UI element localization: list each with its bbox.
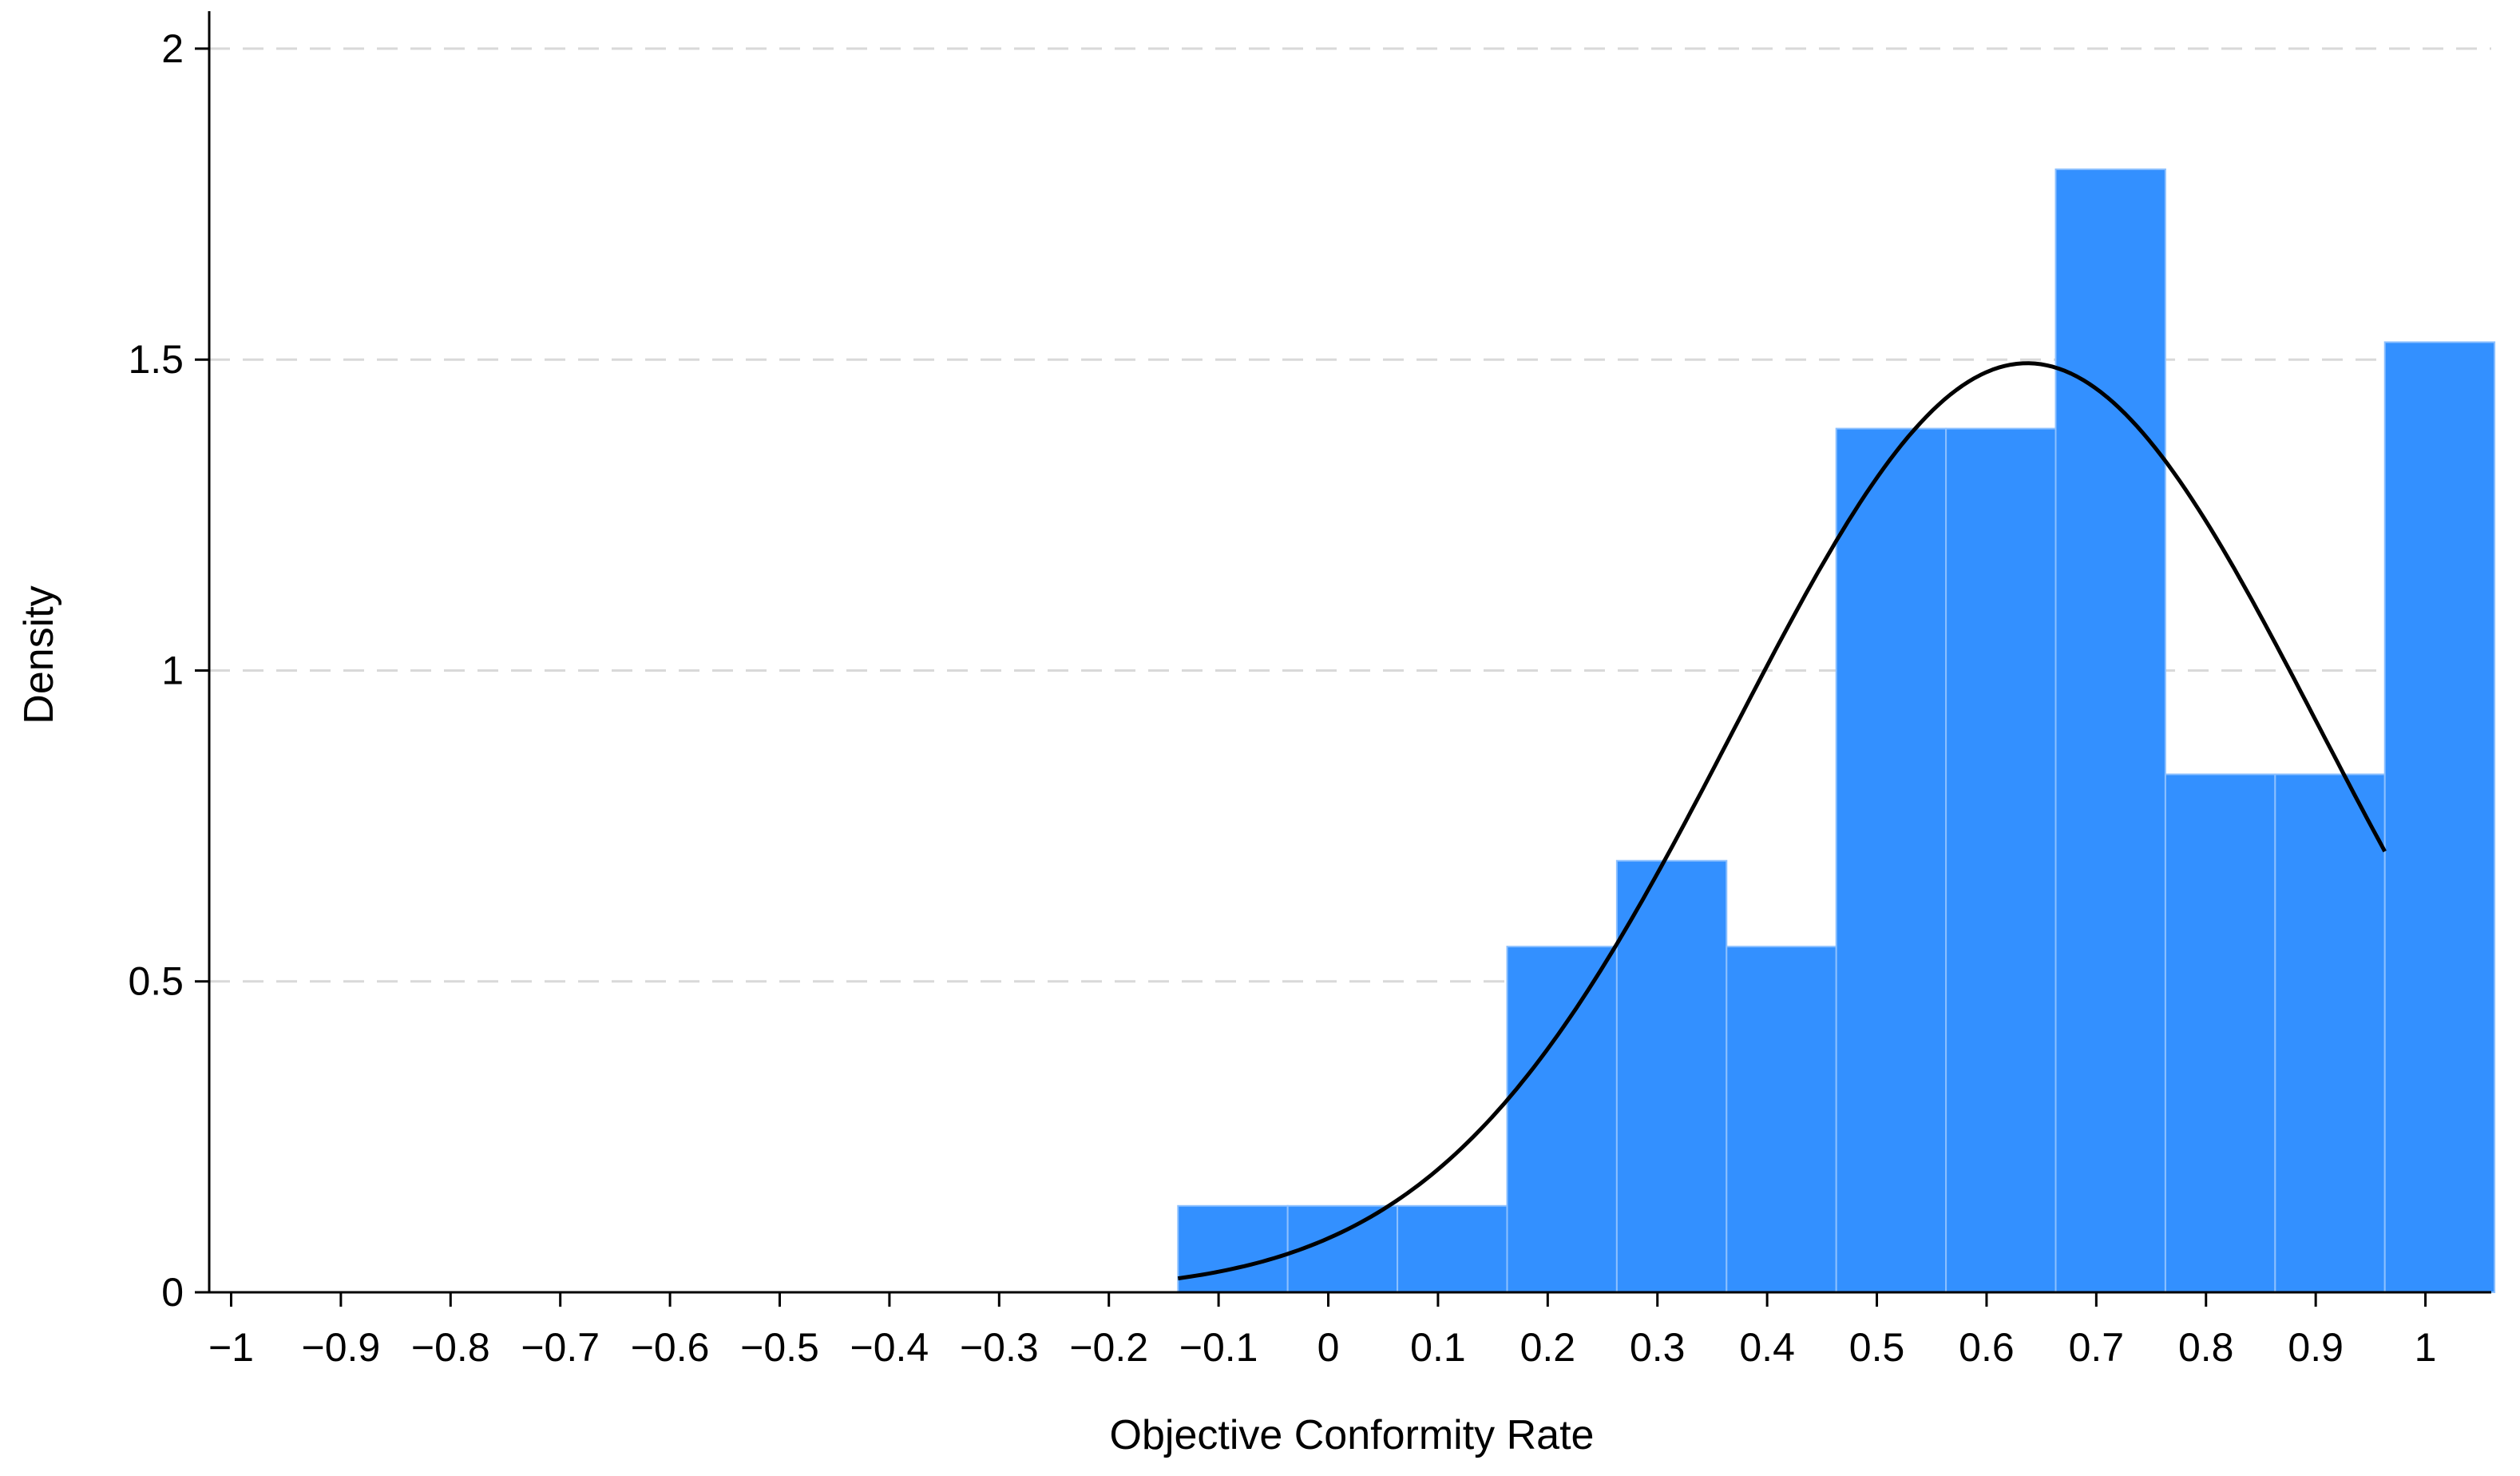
x-axis-title: Objective Conformity Rate <box>1110 1412 1595 1458</box>
gridlines <box>209 47 2491 983</box>
histogram-bar <box>2054 168 2166 1294</box>
y-tick-label: 1.5 <box>128 337 184 382</box>
x-tick-label: 0.7 <box>2069 1325 2125 1370</box>
x-tick-label: 0.2 <box>1520 1325 1576 1370</box>
x-tick-label: −0.9 <box>302 1325 381 1370</box>
x-tick-label: −0.8 <box>411 1325 490 1370</box>
histogram-bar <box>2164 773 2276 1293</box>
x-tick-label: 0.9 <box>2288 1325 2344 1370</box>
x-tick-label: 0.6 <box>1959 1325 2015 1370</box>
x-tick-label: −0.7 <box>521 1325 600 1370</box>
histogram-bar <box>1726 946 1837 1293</box>
axes <box>208 11 2491 1294</box>
histogram-bars <box>1177 168 2496 1294</box>
x-tick-label: 0.4 <box>1739 1325 1795 1370</box>
x-tick-label: 0.8 <box>2178 1325 2234 1370</box>
density-curve-line <box>1177 361 2387 1281</box>
histogram-bar <box>2383 341 2496 1293</box>
y-axis-ticks: 0 0.5 1 1.5 2 <box>128 26 209 1315</box>
x-tick-label: −1 <box>208 1325 254 1370</box>
x-tick-label: 0.3 <box>1630 1325 1686 1370</box>
y-tick-label: 1 <box>161 648 184 692</box>
y-tick-label: 0 <box>161 1270 184 1315</box>
x-tick-label: 0.1 <box>1410 1325 1466 1370</box>
x-tick-label: −0.1 <box>1179 1325 1258 1370</box>
x-tick-label: −0.6 <box>631 1325 710 1370</box>
x-tick-label: −0.4 <box>850 1325 929 1370</box>
histogram-bar <box>1835 427 1947 1293</box>
y-tick-label: 2 <box>161 26 184 71</box>
x-tick-label: −0.5 <box>740 1325 819 1370</box>
histogram-bar <box>1177 1204 1289 1294</box>
x-tick-label: −0.2 <box>1069 1325 1148 1370</box>
normal-density-curve <box>1177 361 2387 1281</box>
y-axis-title: Density <box>16 585 62 724</box>
histogram-bar <box>2274 773 2386 1293</box>
histogram-bar <box>1506 946 1618 1293</box>
histogram-bar <box>1615 859 1728 1293</box>
x-tick-label: 1 <box>2415 1325 2437 1370</box>
y-tick-label: 0.5 <box>128 959 184 1004</box>
x-tick-label: 0.5 <box>1849 1325 1905 1370</box>
histogram-bar <box>1397 1204 1508 1294</box>
x-tick-label: 0 <box>1317 1325 1340 1370</box>
histogram-bar <box>1945 427 2057 1293</box>
x-axis-ticks: −1 −0.9 −0.8 −0.7 −0.6 −0.5 −0.4 −0.3 −0.2 −0.1 0 0… <box>208 1292 2436 1370</box>
x-tick-label: −0.3 <box>960 1325 1039 1370</box>
